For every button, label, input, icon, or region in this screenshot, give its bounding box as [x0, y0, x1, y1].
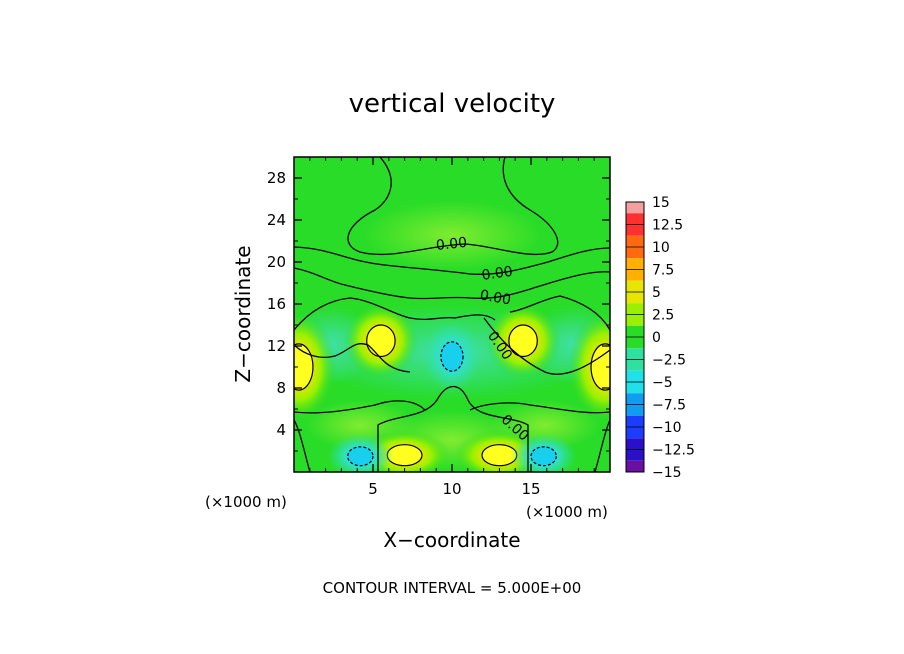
colorbar-label: −2.5: [652, 353, 686, 369]
contour-line-zero-band: [294, 267, 610, 300]
plot-area: 0.000.000.000.000.00: [294, 157, 610, 472]
y-tick-label: 20: [267, 253, 286, 271]
positive-region-contour: [366, 324, 396, 358]
contour-line-zero-right-edge: [594, 419, 610, 472]
colorbar-label: −5: [652, 375, 673, 391]
contour-label: 0.00: [435, 235, 468, 254]
positive-region-glow: [294, 311, 336, 423]
x-tick-label: 15: [521, 480, 540, 498]
y-axis-label: Z−coordinate: [231, 245, 255, 382]
y-tick-label: 16: [267, 295, 286, 313]
y-tick-label: 28: [267, 169, 286, 187]
contour-line-zero-left-arm: [294, 297, 496, 331]
contour-interval-note: CONTOUR INTERVAL = 5.000E+00: [323, 579, 582, 597]
x-axis-label: X−coordinate: [383, 528, 520, 552]
y-tick-label: 4: [276, 421, 286, 439]
contour-lines: [294, 157, 610, 472]
x-tick-label: 10: [442, 480, 461, 498]
contour-line-zero-left-loop: [294, 343, 411, 373]
contour-label: 0.00: [481, 264, 514, 284]
contour-label: 0.00: [479, 287, 512, 308]
colorbar-label: 0: [652, 330, 661, 346]
negative-region-contour: [347, 446, 374, 467]
colorbar-label: 10: [652, 240, 670, 256]
y-axis-ticks: 4 8 12 16 20 24 28: [267, 169, 610, 452]
y-axis-unit: (×1000 m): [205, 493, 287, 511]
contour-line-zero-lower-right: [469, 402, 610, 414]
colorbar-label: 5: [652, 285, 661, 301]
colorbar: 15 12.5 10 7.5 5 2.5 0 −2.5 −5 −7.5 −10 −12.5 −15: [625, 195, 695, 481]
shading-light: [362, 200, 542, 270]
colorbar-label: −15: [652, 465, 682, 481]
colorbar-swatch: [626, 460, 644, 472]
positive-region-glow: [568, 311, 610, 423]
colorbar-label: 2.5: [652, 308, 674, 324]
colorbar-label: −12.5: [652, 443, 695, 459]
contour-line-zero-inner-arch: [377, 385, 529, 472]
y-tick-label: 8: [276, 379, 286, 397]
colorbar-frame: [625, 201, 645, 473]
contour-line-zero-middle: [294, 246, 610, 275]
x-tick-label: 5: [368, 480, 378, 498]
contour-line-zero-lower-left: [294, 400, 426, 414]
contour-line-zero-left-edge: [294, 419, 311, 472]
colorbar-label: 15: [652, 195, 670, 211]
colorbar-label: −10: [652, 420, 682, 436]
contour-line-zero-right-arm: [509, 295, 610, 331]
chart-title: vertical velocity: [349, 89, 556, 119]
colorbar-label: 7.5: [652, 263, 674, 279]
extrema-regions: [294, 302, 610, 472]
negative-region-contour: [530, 446, 557, 467]
colorbar-label: −7.5: [652, 398, 686, 414]
colorbar-swatch: [626, 202, 644, 214]
y-tick-label: 24: [267, 211, 286, 229]
negative-region-contour: [440, 341, 464, 372]
colorbar-label: 12.5: [652, 218, 683, 234]
y-tick-label: 12: [267, 337, 286, 355]
positive-region-contour: [294, 343, 314, 391]
positive-region-contour: [508, 324, 538, 358]
contour-line-zero-diagonal: [483, 317, 610, 375]
positive-region-contour: [590, 343, 610, 391]
x-axis-ticks: 5 10 15: [309, 157, 595, 498]
contour-line-zero-upper: [347, 157, 559, 256]
x-axis-unit: (×1000 m): [526, 503, 608, 521]
